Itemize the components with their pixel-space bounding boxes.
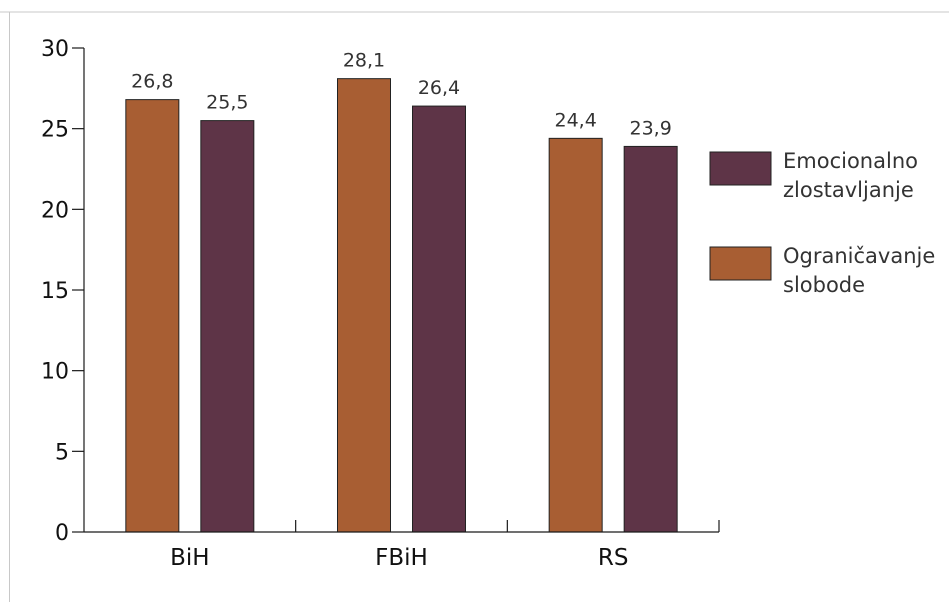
y-tick-label-30: 30 [41, 37, 69, 62]
category-label-bih: BiH [170, 545, 209, 571]
data-label-rs-series-1: 23,9 [630, 117, 672, 139]
y-tick-label-5: 5 [55, 440, 69, 465]
y-tick-label-15: 15 [41, 279, 69, 304]
data-label-rs-series-0: 24,4 [555, 109, 597, 131]
axes-layer [72, 47, 720, 533]
category-label-rs: RS [598, 545, 629, 571]
category-label-fbih: FBiH [375, 545, 428, 571]
data-label-fbih-series-1: 26,4 [418, 77, 460, 99]
bar-bih-series-1 [200, 120, 255, 533]
bar-rs-series-1 [623, 145, 678, 533]
y-tick-label-20: 20 [41, 198, 69, 223]
legend-swatch-series-1 [709, 151, 772, 186]
labels-layer: 26,8 25,5 BiH 28,1 26,4 FBiH 24,4 23,9 RS 0 5 10 15 2… [41, 37, 672, 571]
y-tick-label-10: 10 [41, 360, 69, 385]
legend-swatch-series-0 [709, 246, 772, 281]
legend: Emocionalno zlostavljanje Ograničavanje slo… [709, 149, 935, 297]
bars-layer [125, 78, 678, 533]
data-label-bih-series-1: 25,5 [206, 92, 248, 114]
y-tick-label-25: 25 [41, 118, 69, 143]
data-label-fbih-series-0: 28,1 [343, 50, 385, 72]
legend-label-series-1: Emocionalno zlostavljanje [783, 149, 918, 202]
bar-fbih-series-1 [412, 105, 466, 533]
bar-rs-series-0 [548, 137, 603, 533]
bar-bih-series-0 [125, 99, 180, 533]
legend-label-series-0: Ograničavanje slobode [783, 244, 935, 297]
y-tick-label-0: 0 [55, 521, 69, 546]
data-label-bih-series-0: 26,8 [131, 71, 173, 93]
bar-fbih-series-0 [337, 78, 391, 533]
